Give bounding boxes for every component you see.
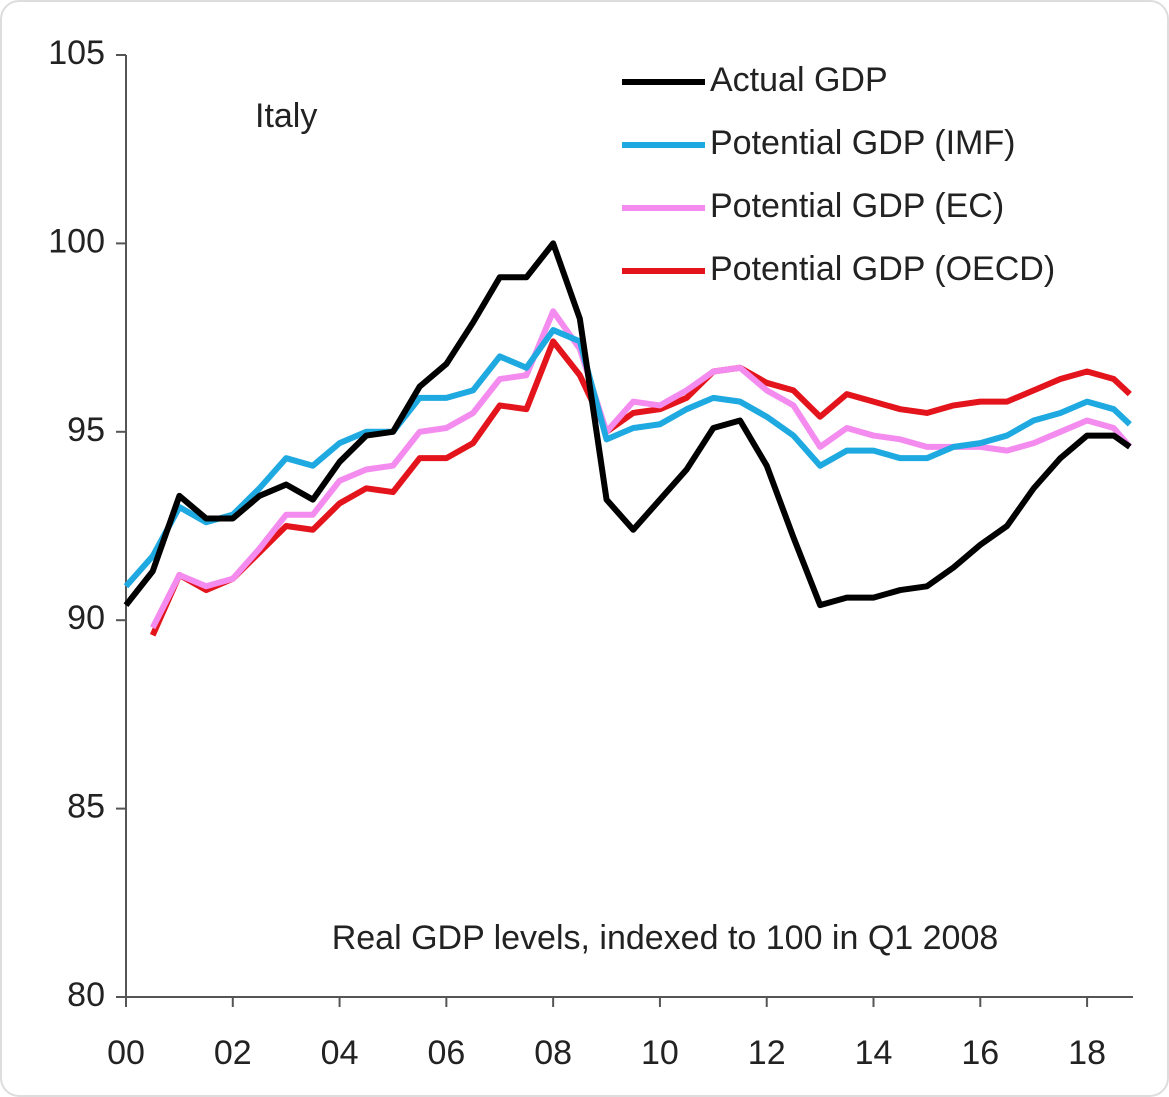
y-tick-label: 80 [67, 976, 105, 1014]
y-tick-label: 100 [48, 222, 105, 260]
x-tick-label: 14 [855, 1034, 893, 1072]
x-tick-label: 16 [961, 1034, 999, 1072]
y-tick-label: 95 [67, 411, 105, 449]
x-tick-label: 18 [1068, 1034, 1106, 1072]
x-tick-label: 04 [321, 1034, 359, 1072]
x-tick-label: 12 [748, 1034, 786, 1072]
chart-title: Italy [255, 97, 317, 135]
x-tick-label: 06 [427, 1034, 465, 1072]
series-line [150, 308, 1133, 630]
y-tick-label: 90 [67, 599, 105, 637]
series-line [123, 327, 1132, 589]
x-tick-label: 00 [107, 1034, 145, 1072]
x-tick-label: 10 [641, 1034, 679, 1072]
x-tick-label: 08 [534, 1034, 572, 1072]
annotation: Real GDP levels, indexed to 100 in Q1 20… [332, 919, 999, 957]
series-line [149, 338, 1132, 637]
x-tick-label: 02 [214, 1034, 252, 1072]
legend-label: Potential GDP (EC) [710, 187, 1004, 225]
legend-label: Actual GDP [710, 61, 888, 99]
y-tick-label: 105 [48, 34, 105, 72]
legend-label: Potential GDP (IMF) [710, 124, 1015, 162]
series-line [123, 240, 1132, 609]
legend-label: Potential GDP (OECD) [710, 250, 1055, 288]
y-tick-label: 85 [67, 788, 105, 826]
